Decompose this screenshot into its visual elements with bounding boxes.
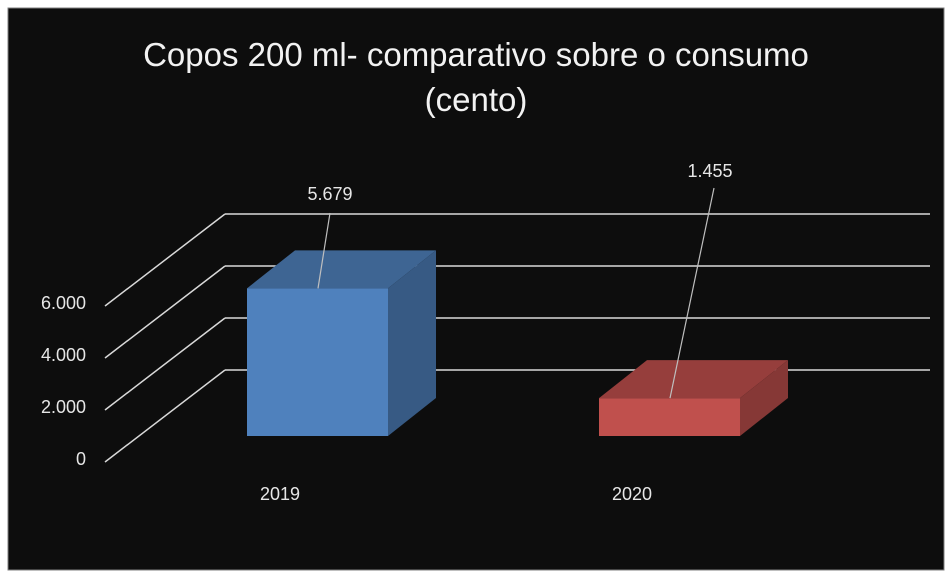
bar-top: [247, 250, 436, 289]
data-label: 1.455: [687, 161, 732, 181]
grid-line: [104, 213, 226, 307]
chart-background: [7, 7, 945, 571]
leader-line: [669, 187, 715, 399]
bar-side: [388, 250, 436, 436]
grid-line: [104, 317, 226, 411]
grid-line: [104, 265, 226, 359]
chart-title: Copos 200 ml- comparativo sobre o consum…: [143, 36, 809, 118]
bar-top: [599, 360, 788, 399]
grid-line: [104, 369, 226, 463]
x-tick-label: 2019: [260, 484, 300, 504]
y-tick-label: 4.000: [41, 345, 86, 365]
x-tick-label: 2020: [612, 484, 652, 504]
y-tick-label: 0: [76, 449, 86, 469]
bar: [599, 398, 740, 436]
y-tick-label: 2.000: [41, 397, 86, 417]
bar-side: [740, 360, 788, 436]
data-label: 5.679: [307, 184, 352, 204]
bar: [247, 288, 388, 436]
leader-line: [317, 212, 331, 289]
y-tick-label: 6.000: [41, 293, 86, 313]
